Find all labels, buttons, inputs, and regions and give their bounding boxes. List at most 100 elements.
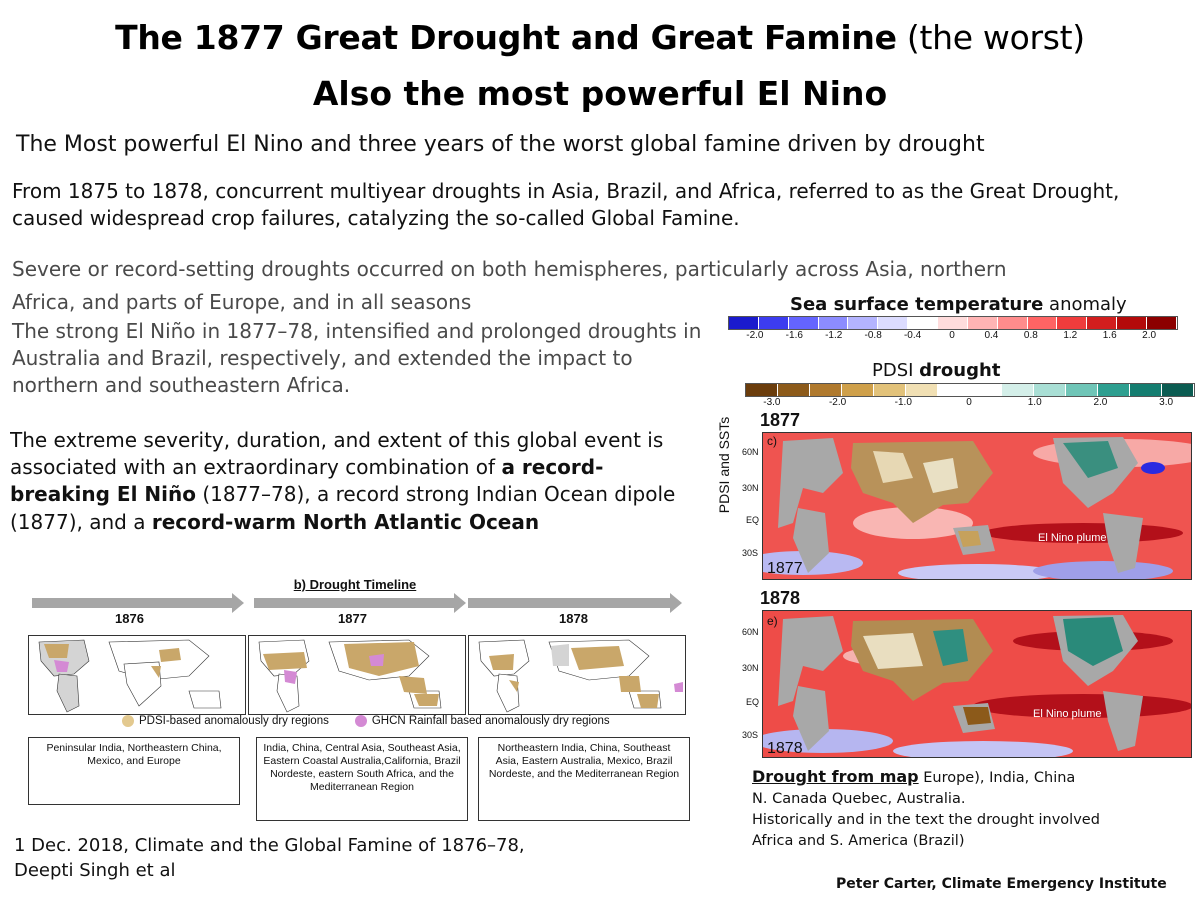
lat-label: EQ: [746, 697, 760, 707]
lat-label: 30N: [742, 483, 759, 493]
colorbar-swatch: [1034, 384, 1066, 396]
colorbar-swatch: [1057, 317, 1088, 329]
colorbar-swatch: [1162, 384, 1194, 396]
slide-title-line1: The 1877 Great Drought and Great Famine …: [0, 18, 1200, 57]
paragraph-severe-droughts-line2: Africa, and parts of Europe, and in all …: [12, 290, 472, 314]
lat-label: 30S: [742, 548, 759, 558]
map-1877-graphic: El Nino plume c) 1877: [763, 433, 1191, 579]
plume-label: El Nino plume: [1033, 708, 1101, 720]
colorbar-swatch: [1002, 384, 1034, 396]
colorbar-swatch: [842, 384, 874, 396]
timeline-box-1877: India, China, Central Asia, Southeast As…: [256, 737, 468, 821]
timeline-arrow: [32, 593, 244, 613]
sst-legend-title: Sea surface temperature anomaly: [790, 294, 1127, 315]
colorbar-tick-label: 1.0: [1027, 397, 1042, 408]
paragraph-great-drought: From 1875 to 1878, concurrent multiyear …: [12, 179, 1120, 231]
colorbar-tick-label: 3.0: [1159, 397, 1174, 408]
timeline-map-1877: [248, 635, 466, 715]
colorbar-swatch: [997, 317, 1028, 329]
lat-label: 60N: [742, 447, 759, 457]
colorbar-swatch: [1027, 317, 1058, 329]
pdsi-legend-title: PDSI drought: [872, 360, 1001, 381]
drought-note-heading: Drought from map: [752, 767, 919, 786]
drought-note-line1: Drought from map Europe), India, China: [752, 767, 1076, 786]
colorbar-tick-label: 2.0: [1142, 330, 1157, 341]
timeline-arrow: [254, 593, 466, 613]
colorbar-swatch: [906, 384, 938, 396]
legend-ghcn-label: GHCN Rainfall based anomalously dry regi…: [371, 715, 610, 727]
colorbar-swatch: [1087, 317, 1118, 329]
citation-line1: 1 Dec. 2018, Climate and the Global Fami…: [14, 835, 525, 856]
colorbar-swatch: [746, 384, 778, 396]
timeline-year: 1878: [559, 611, 588, 626]
map-1878-pdsi-sst: El Nino plume e) 1878: [762, 610, 1192, 758]
colorbar-tick-label: 0.4: [984, 330, 999, 341]
plume-label: El Nino plume: [1038, 532, 1106, 544]
colorbar-tick-label: 1.2: [1063, 330, 1078, 341]
author-credit: Peter Carter, Climate Emergency Institut…: [836, 876, 1167, 892]
slide-title-line2: Also the most powerful El Nino: [312, 74, 888, 113]
drought-note-line4: Africa and S. America (Brazil): [752, 833, 965, 850]
drought-note: Drought from map Europe), India, China N…: [752, 765, 1192, 852]
colorbar-swatch: [729, 317, 759, 329]
colorbar-swatch: [1098, 384, 1130, 396]
citation: 1 Dec. 2018, Climate and the Global Fami…: [14, 833, 525, 883]
paragraph-el-nino: The strong El Niño in 1877–78, intensifi…: [12, 319, 702, 398]
ghcn-swatch: [354, 715, 367, 727]
citation-line2: Deepti Singh et al: [14, 860, 176, 882]
paragraph-extreme-severity: The extreme severity, duration, and exte…: [10, 428, 676, 534]
timeline-map-1876-graphic: [38, 639, 222, 713]
panel-label: c): [767, 434, 777, 448]
colorbar-tick-label: 0: [949, 330, 955, 341]
colorbar-swatch: [758, 317, 789, 329]
colorbar-tick-label: -0.4: [903, 330, 922, 341]
colorbar-swatch: [1147, 317, 1177, 329]
pdsi-swatch: [122, 715, 134, 727]
colorbar-swatch: [788, 317, 819, 329]
colorbar-tick-label: -1.2: [825, 330, 843, 341]
timeline-arrow: [468, 593, 682, 613]
colorbar-tick-label: 0: [966, 397, 972, 408]
timeline-year: 1877: [338, 611, 367, 626]
title-bold: The 1877 Great Drought and Great Famine: [115, 18, 897, 57]
sst-colorbar: -2.0 -1.6 -1.2 -0.8 -0.4 0 0.4 0.8 1.2 1.6 2.0: [728, 316, 1178, 341]
colorbar-swatch: [848, 317, 879, 329]
map-corner-year: 1878: [767, 740, 803, 757]
colorbar-tick-label: -2.0: [828, 397, 847, 408]
lat-label: 60N: [742, 627, 759, 637]
colorbar-tick-label: -3.0: [763, 397, 781, 408]
timeline-map-1878: [468, 635, 686, 715]
timeline-title: b) Drought Timeline: [293, 577, 417, 592]
timeline-box-1878: Northeastern India, China, Southeast Asi…: [478, 737, 690, 821]
timeline-year: 1876: [115, 611, 144, 626]
timeline-map-1877-graphic: [258, 639, 442, 713]
pdsi-sst-axis-label: PDSI and SSTs: [716, 416, 732, 514]
colorbar-tick-label: 0.8: [1023, 330, 1038, 341]
timeline-legend: PDSI-based anomalously dry regions GHCN …: [122, 715, 610, 727]
record-north-atlantic-text: record-warm North Atlantic Ocean: [151, 509, 540, 534]
colorbar-swatch: [810, 384, 842, 396]
drought-timeline-figure: b) Drought Timeline 1876 1877 1878: [10, 565, 700, 821]
colorbar-swatch: [970, 384, 1002, 396]
timeline-box-1876: Peninsular India, Northeastern China, Me…: [28, 737, 240, 805]
timeline-map-1878-graphic: [478, 639, 683, 713]
colorbar-tick-label: 1.6: [1102, 330, 1117, 341]
colorbar-swatch: [908, 317, 939, 329]
map-1877-pdsi-sst: El Nino plume c) 1877: [762, 432, 1192, 580]
colorbar-swatch: [1117, 317, 1148, 329]
colorbar-swatch: [778, 384, 810, 396]
pdsi-colorbar: -3.0 -2.0 -1.0 0 1.0 2.0 3.0: [745, 383, 1195, 408]
colorbar-swatch: [818, 317, 849, 329]
map-1877-header: 1877: [760, 410, 801, 430]
colorbar-swatch: [1130, 384, 1162, 396]
colorbar-tick-label: -2.0: [746, 330, 764, 341]
drought-note-line3: Historically and in the text the drought…: [752, 812, 1100, 829]
paragraph-severe-droughts-line1: Severe or record-setting droughts occurr…: [12, 257, 1007, 281]
colorbar-swatch: [938, 384, 970, 396]
legend-pdsi-label: PDSI-based anomalously dry regions: [139, 715, 329, 727]
title-light: (the worst): [896, 18, 1085, 57]
colorbar-swatch: [1066, 384, 1098, 396]
colorbar-tick-label: -1.0: [894, 397, 912, 408]
subtitle: The Most powerful El Nino and three year…: [16, 132, 985, 157]
drought-note-line2: N. Canada Quebec, Australia.: [752, 791, 966, 808]
